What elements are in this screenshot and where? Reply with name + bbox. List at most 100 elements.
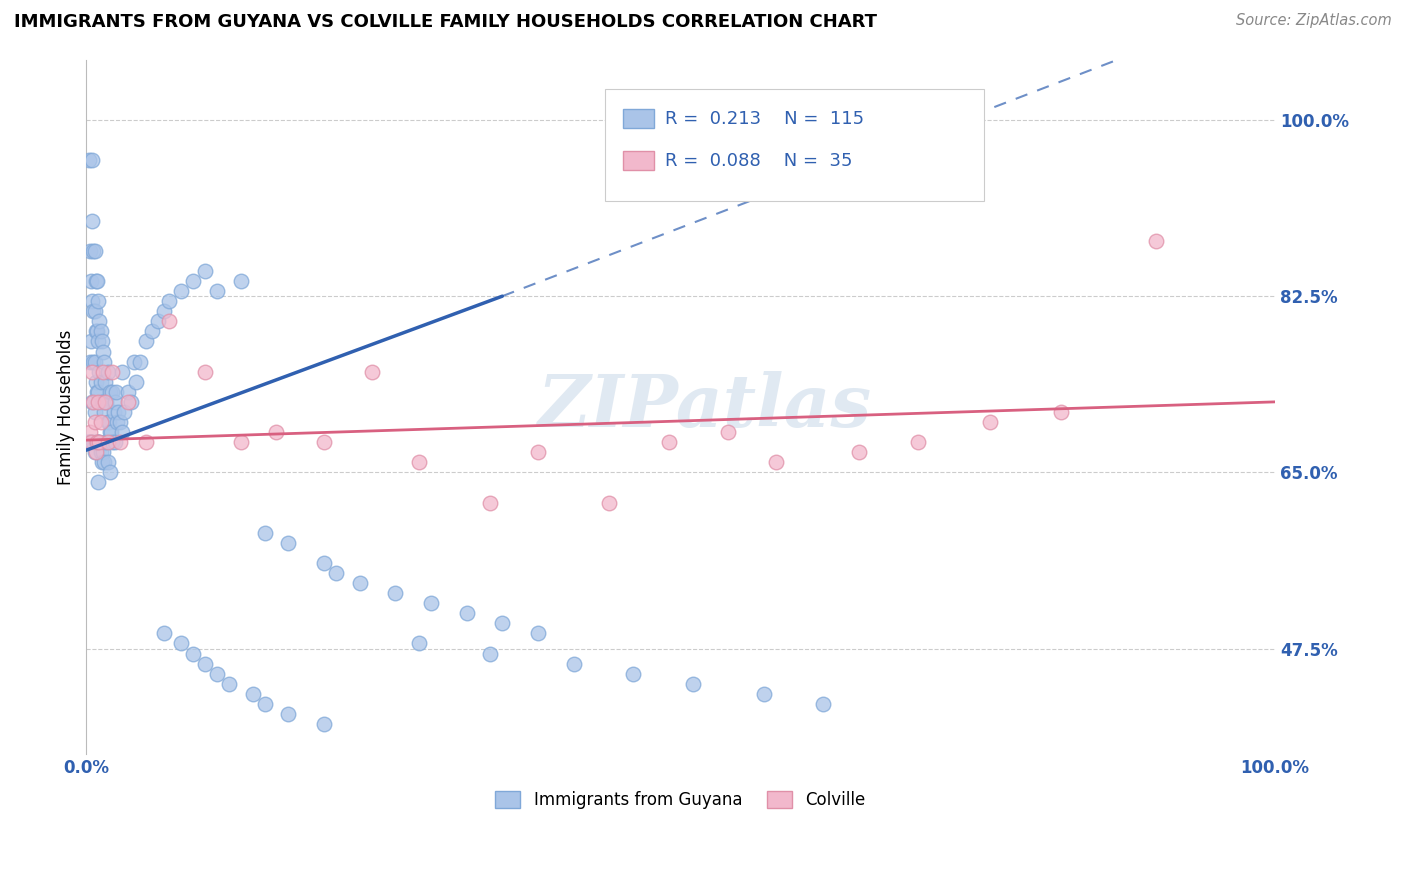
Point xyxy=(79,435,101,450)
Point xyxy=(107,405,129,419)
Point xyxy=(420,596,443,610)
Point xyxy=(349,576,371,591)
Text: R =  0.088    N =  35: R = 0.088 N = 35 xyxy=(665,152,852,169)
Point xyxy=(83,354,105,368)
Point xyxy=(98,425,121,439)
Point xyxy=(82,365,104,379)
Point xyxy=(242,687,264,701)
Point xyxy=(765,455,787,469)
Point xyxy=(194,365,217,379)
Point xyxy=(93,455,115,469)
Point xyxy=(479,495,502,509)
Point xyxy=(82,304,104,318)
Point xyxy=(89,435,111,450)
Y-axis label: Family Households: Family Households xyxy=(58,329,75,484)
Point xyxy=(98,384,121,399)
Point xyxy=(91,344,114,359)
Point xyxy=(159,314,181,328)
Point xyxy=(159,294,181,309)
Point xyxy=(120,395,142,409)
Point xyxy=(82,435,104,450)
Point xyxy=(86,384,108,399)
Point xyxy=(83,244,105,258)
Point xyxy=(84,274,107,288)
Point xyxy=(83,415,105,429)
Point xyxy=(598,495,620,509)
Point xyxy=(79,354,101,368)
Point xyxy=(205,666,228,681)
Point xyxy=(658,435,681,450)
Text: R =  0.213    N =  115: R = 0.213 N = 115 xyxy=(665,110,865,128)
Point xyxy=(97,455,120,469)
Point xyxy=(194,657,217,671)
Point xyxy=(84,375,107,389)
Point xyxy=(80,435,103,450)
Point xyxy=(152,626,174,640)
Point xyxy=(77,435,100,450)
Point xyxy=(94,435,117,450)
Point xyxy=(87,395,110,409)
Point xyxy=(76,435,98,450)
Point xyxy=(77,153,100,168)
Point xyxy=(384,586,406,600)
Point xyxy=(979,415,1001,429)
Point xyxy=(277,706,299,721)
Point xyxy=(90,455,112,469)
Text: Source: ZipAtlas.com: Source: ZipAtlas.com xyxy=(1236,13,1392,29)
Point xyxy=(152,304,174,318)
Point xyxy=(717,425,740,439)
Point xyxy=(312,435,335,450)
Point xyxy=(87,294,110,309)
Point xyxy=(205,284,228,298)
Point xyxy=(84,325,107,339)
Point xyxy=(80,334,103,349)
Point xyxy=(108,415,131,429)
Point xyxy=(97,415,120,429)
Point xyxy=(125,375,148,389)
Point xyxy=(111,425,134,439)
Point xyxy=(253,697,276,711)
Point xyxy=(112,405,135,419)
Point xyxy=(181,274,204,288)
Point xyxy=(122,354,145,368)
Point xyxy=(229,274,252,288)
Point xyxy=(97,365,120,379)
Point xyxy=(82,153,104,168)
Point xyxy=(90,334,112,349)
Point xyxy=(491,616,513,631)
Point xyxy=(562,657,585,671)
Point xyxy=(266,425,288,439)
Point xyxy=(87,334,110,349)
Point xyxy=(1050,405,1073,419)
Point xyxy=(94,375,117,389)
Point xyxy=(253,525,276,540)
Point xyxy=(111,365,134,379)
Point xyxy=(83,405,105,419)
Point xyxy=(312,717,335,731)
Point xyxy=(848,445,870,459)
Point xyxy=(80,274,103,288)
Point xyxy=(229,435,252,450)
Point xyxy=(170,636,193,650)
Point xyxy=(82,354,104,368)
Point xyxy=(101,384,124,399)
Point xyxy=(527,445,550,459)
Point xyxy=(93,354,115,368)
Point xyxy=(90,375,112,389)
Point xyxy=(325,566,347,580)
Point xyxy=(83,445,105,459)
Point xyxy=(479,647,502,661)
Point xyxy=(408,455,430,469)
Text: ZIPatlas: ZIPatlas xyxy=(537,371,872,442)
Point xyxy=(86,274,108,288)
Point xyxy=(97,435,120,450)
Point xyxy=(90,395,112,409)
Point xyxy=(82,395,104,409)
Text: IMMIGRANTS FROM GUYANA VS COLVILLE FAMILY HOUSEHOLDS CORRELATION CHART: IMMIGRANTS FROM GUYANA VS COLVILLE FAMIL… xyxy=(14,13,877,31)
Point xyxy=(360,365,382,379)
Point xyxy=(86,435,108,450)
Point xyxy=(82,244,104,258)
Point xyxy=(146,314,169,328)
Point xyxy=(82,395,104,409)
Point xyxy=(135,334,157,349)
